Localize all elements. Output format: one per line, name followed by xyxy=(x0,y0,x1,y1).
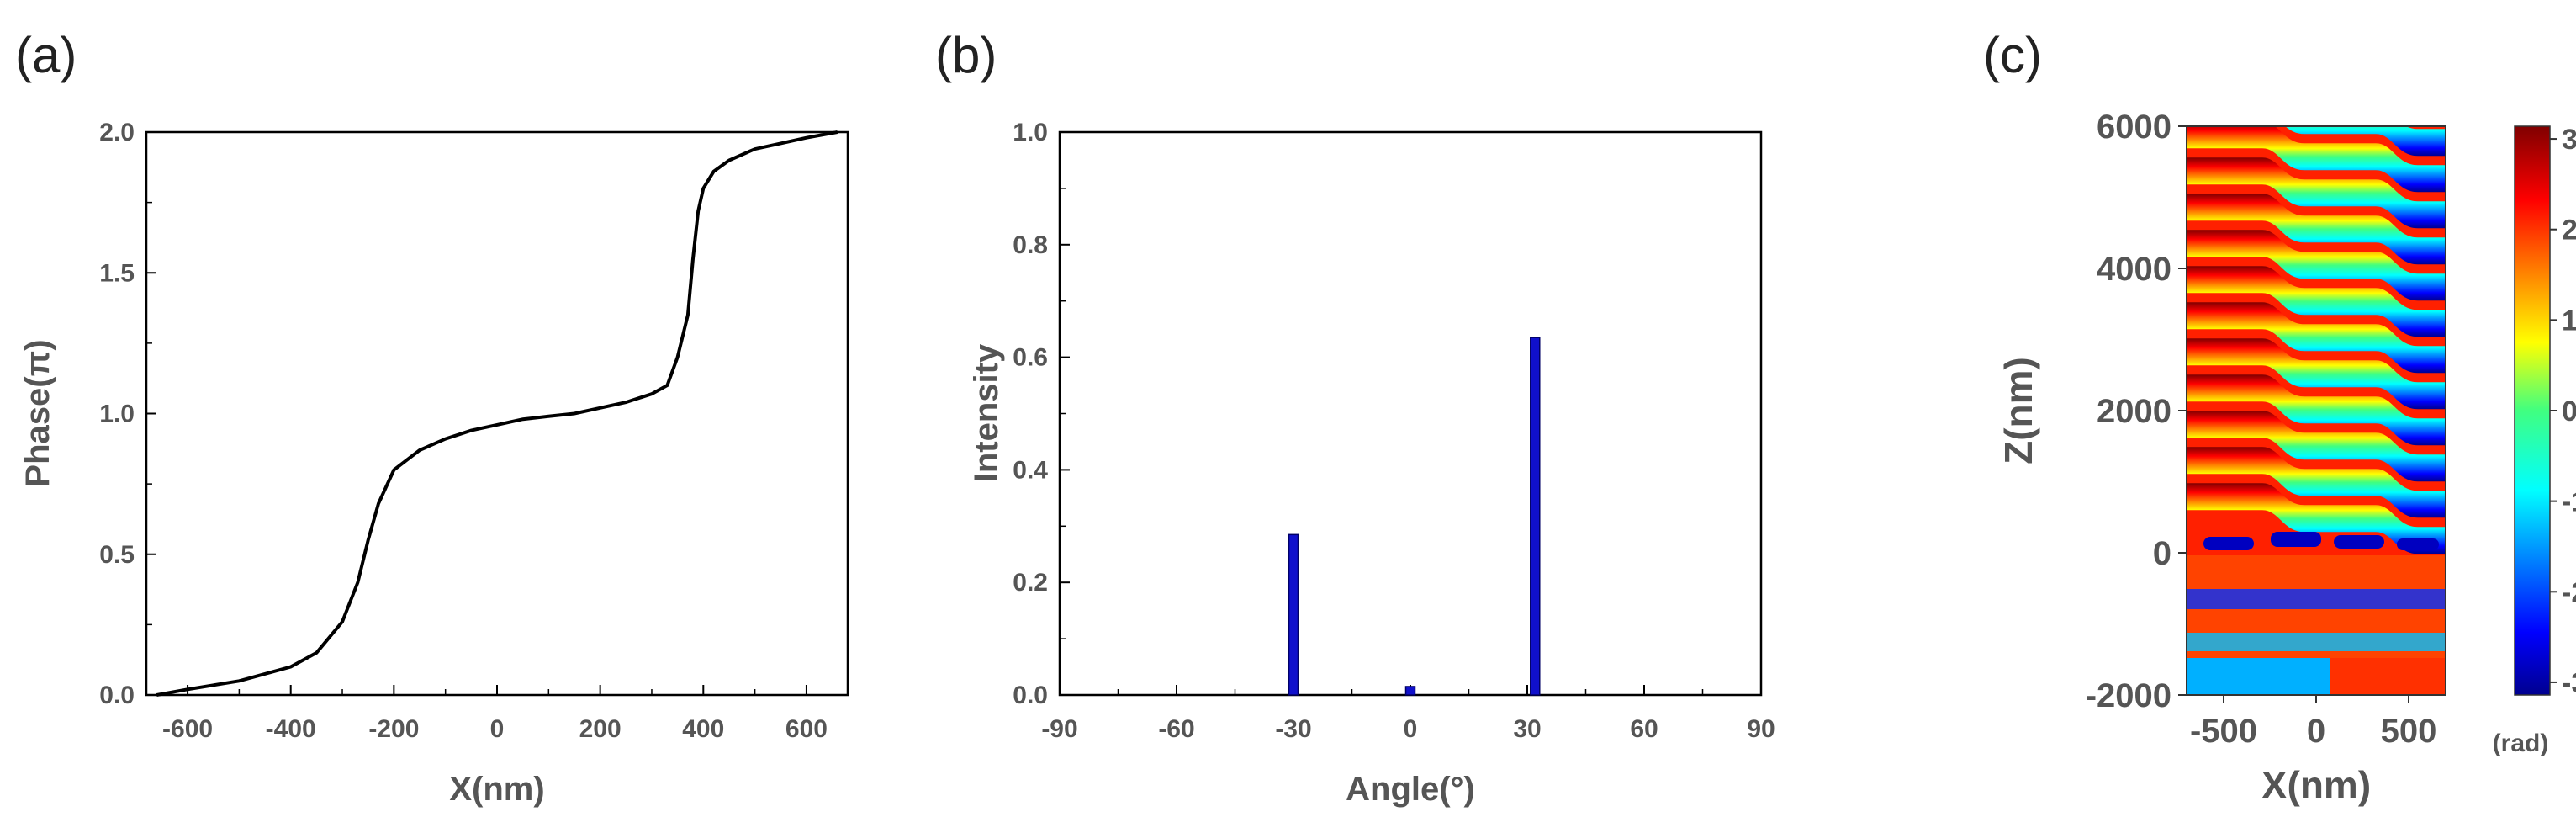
plot-frame-a xyxy=(145,130,849,697)
phase-map xyxy=(2187,13,2446,695)
colorbar-tick-label: -3 xyxy=(2562,667,2576,699)
x-tick-label: -200 xyxy=(368,715,419,743)
phase-band xyxy=(2187,13,2446,83)
y-tick-label: 0.8 xyxy=(1013,231,1048,259)
phase-band xyxy=(2187,194,2446,265)
y-axis-title-b: Intensity xyxy=(968,343,1005,482)
x-axis-title-c: X(nm) xyxy=(2261,763,2371,807)
colorbar-tick-label: -2 xyxy=(2562,576,2576,608)
phase-band xyxy=(2187,126,2446,193)
phase-band xyxy=(2187,483,2446,554)
y-tick-label: 0.5 xyxy=(99,541,135,569)
phase-curve xyxy=(156,130,838,697)
x-tick-label: -30 xyxy=(1275,715,1311,743)
x-tick-label: -600 xyxy=(162,715,213,743)
y-tick-label: -2000 xyxy=(2086,677,2171,714)
y-tick-label: 0.4 xyxy=(1013,456,1048,484)
x-tick-label: 500 xyxy=(2381,713,2437,750)
panel-label-a: (a) xyxy=(15,27,77,83)
phase-band xyxy=(2187,49,2446,119)
colorbar-tick-label: 0 xyxy=(2562,395,2576,427)
intensity-bar-chart: -90 -60 -30 0 30 60 90 0.0 0.2 0.4 0.6 0.8 1.0 Angle… xyxy=(968,119,1775,808)
colorbar-tick-label: 1 xyxy=(2562,305,2576,337)
phase-band xyxy=(2187,411,2446,482)
x-tick-label: 600 xyxy=(785,715,828,743)
phase-band xyxy=(2187,157,2446,229)
x-tick-label: 30 xyxy=(1513,715,1541,743)
phase-band xyxy=(2187,447,2446,518)
colorbar-tick-label: 3 xyxy=(2562,124,2576,156)
x-tick-label: 0 xyxy=(2307,713,2325,750)
phase-band xyxy=(2285,126,2446,157)
y-tick-label: 1.0 xyxy=(1013,119,1048,146)
y-tick-label: 6000 xyxy=(2097,109,2171,146)
x-tick-label: -90 xyxy=(1041,715,1077,743)
x-tick-label: 90 xyxy=(1747,715,1775,743)
x-tick-label: 60 xyxy=(1630,715,1658,743)
y-tick-label: 0.0 xyxy=(1013,682,1048,709)
panel-label-b: (b) xyxy=(935,27,997,83)
y-tick-label: 0.0 xyxy=(99,682,135,709)
x-axis-title-a: X(nm) xyxy=(449,771,544,808)
panel-label-c: (c) xyxy=(1983,27,2042,83)
y-axis-title-a: Phase(π) xyxy=(19,339,56,486)
x-tick-label: -60 xyxy=(1158,715,1194,743)
y-axis-title-c: Z(nm) xyxy=(1997,357,2040,464)
colorbar-tick-label: -1 xyxy=(2562,486,2576,518)
phase-band xyxy=(2187,338,2446,410)
x-tick-label: 200 xyxy=(579,715,622,743)
phase-line-chart: -600 -400 -200 0 200 400 600 0.0 0.5 1.0 1.5 2.0 X(… xyxy=(19,119,849,808)
colorbar xyxy=(2514,125,2551,696)
plot-frame-b xyxy=(1058,130,1763,697)
x-tick-label: 0 xyxy=(1404,715,1418,743)
y-tick-label: 0 xyxy=(2153,535,2171,572)
x-tick-label: 400 xyxy=(682,715,724,743)
colorbar-tick-label: 2 xyxy=(2562,215,2576,247)
phase-band xyxy=(2187,266,2446,337)
intensity-bar xyxy=(1530,337,1541,696)
y-tick-label: 1.0 xyxy=(99,401,135,428)
y-tick-label: 0.6 xyxy=(1013,344,1048,372)
intensity-bar xyxy=(1288,533,1299,696)
y-tick-label: 2000 xyxy=(2097,393,2171,430)
phase-band xyxy=(2187,230,2446,301)
phase-band xyxy=(2187,374,2446,446)
y-tick-label: 0.2 xyxy=(1013,569,1048,597)
x-axis-title-b: Angle(°) xyxy=(1346,771,1475,808)
phase-band xyxy=(2187,302,2446,374)
x-tick-label: -500 xyxy=(2190,713,2257,750)
y-tick-label: 1.5 xyxy=(99,259,135,287)
intensity-bar xyxy=(1404,686,1416,696)
x-tick-label: 0 xyxy=(490,715,505,743)
phase-field-heatmap: -500 0 500 -2000 0 2000 4000 6000 X(nm) Z(nm) 3… xyxy=(1997,13,2576,807)
y-tick-label: 4000 xyxy=(2097,251,2171,288)
y-tick-label: 2.0 xyxy=(99,119,135,146)
x-tick-label: -400 xyxy=(266,715,316,743)
colorbar-unit: (rad) xyxy=(2493,729,2549,757)
